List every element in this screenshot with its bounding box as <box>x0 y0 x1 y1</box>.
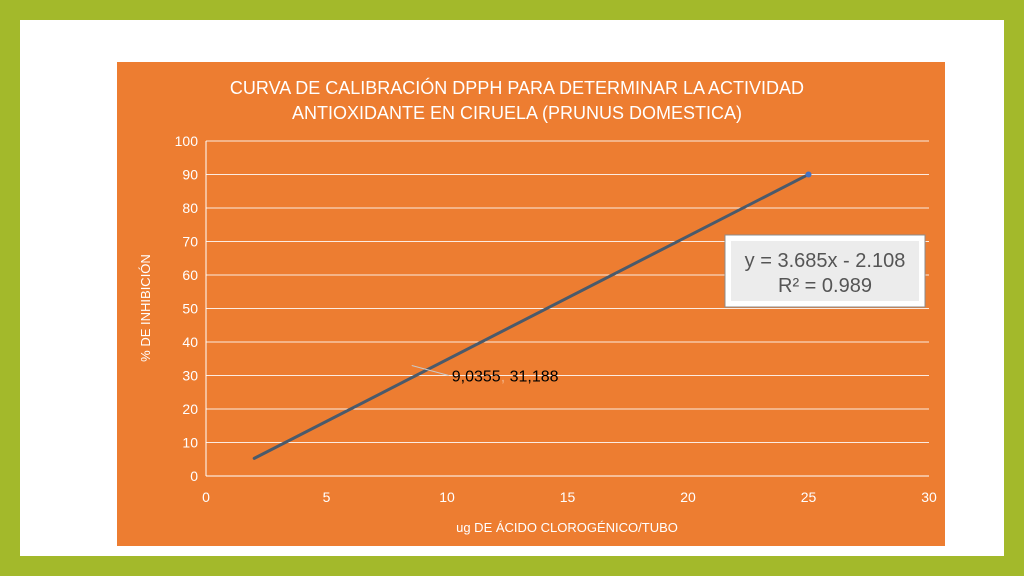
y-tick-10: 10 <box>182 435 198 451</box>
x-tick-5: 5 <box>323 489 331 505</box>
y-tick-20: 20 <box>182 401 198 417</box>
plot-area: 9,0355, 31,188 <box>252 171 812 460</box>
x-tick-20: 20 <box>680 489 696 505</box>
trendline <box>252 172 810 460</box>
y-tick-labels: 0 10 20 30 40 50 60 70 80 90 100 <box>175 133 199 484</box>
y-tick-40: 40 <box>182 334 198 350</box>
y-tick-70: 70 <box>182 234 198 250</box>
data-point-0 <box>805 171 812 178</box>
x-axis-label: ug DE ÁCIDO CLOROGÉNICO/TUBO <box>456 520 678 535</box>
y-axis-label: % DE INHIBICIÓN <box>138 254 153 362</box>
annotation-x-value: 9,0355 <box>452 369 501 386</box>
x-tick-labels: 0 5 10 15 20 25 30 <box>202 489 937 505</box>
annotation-leader-line <box>411 365 449 377</box>
y-tick-60: 60 <box>182 267 198 283</box>
annotation-label: 9,0355, 31,188 <box>452 369 559 386</box>
x-tick-10: 10 <box>439 489 455 505</box>
x-tick-15: 15 <box>560 489 576 505</box>
grid-lines <box>205 140 929 477</box>
y-tick-0: 0 <box>190 468 198 484</box>
annotation-separator: , <box>501 369 510 386</box>
chart-panel: CURVA DE CALIBRACIÓN DPPH PARA DETERMINA… <box>117 62 945 546</box>
calibration-chart: CURVA DE CALIBRACIÓN DPPH PARA DETERMINA… <box>138 77 937 535</box>
y-tick-90: 90 <box>182 167 198 183</box>
annotation-y-value: 31,188 <box>510 369 559 386</box>
x-tick-30: 30 <box>921 489 937 505</box>
x-tick-0: 0 <box>202 489 210 505</box>
chart-title-line-1: CURVA DE CALIBRACIÓN DPPH PARA DETERMINA… <box>230 77 804 98</box>
slide-frame: CURVA DE CALIBRACIÓN DPPH PARA DETERMINA… <box>20 20 1004 556</box>
trendline-equation: y = 3.685x - 2.108 <box>745 250 906 272</box>
y-tick-30: 30 <box>182 368 198 384</box>
trendline-equation-box: y = 3.685x - 2.108 R² = 0.989 <box>724 234 926 308</box>
y-tick-50: 50 <box>182 301 198 317</box>
y-tick-80: 80 <box>182 200 198 216</box>
chart-title-line-2: ANTIOXIDANTE EN CIRUELA (PRUNUS DOMESTIC… <box>292 103 742 123</box>
x-tick-25: 25 <box>801 489 817 505</box>
trendline-r-squared: R² = 0.989 <box>778 275 872 297</box>
y-tick-100: 100 <box>175 133 199 149</box>
